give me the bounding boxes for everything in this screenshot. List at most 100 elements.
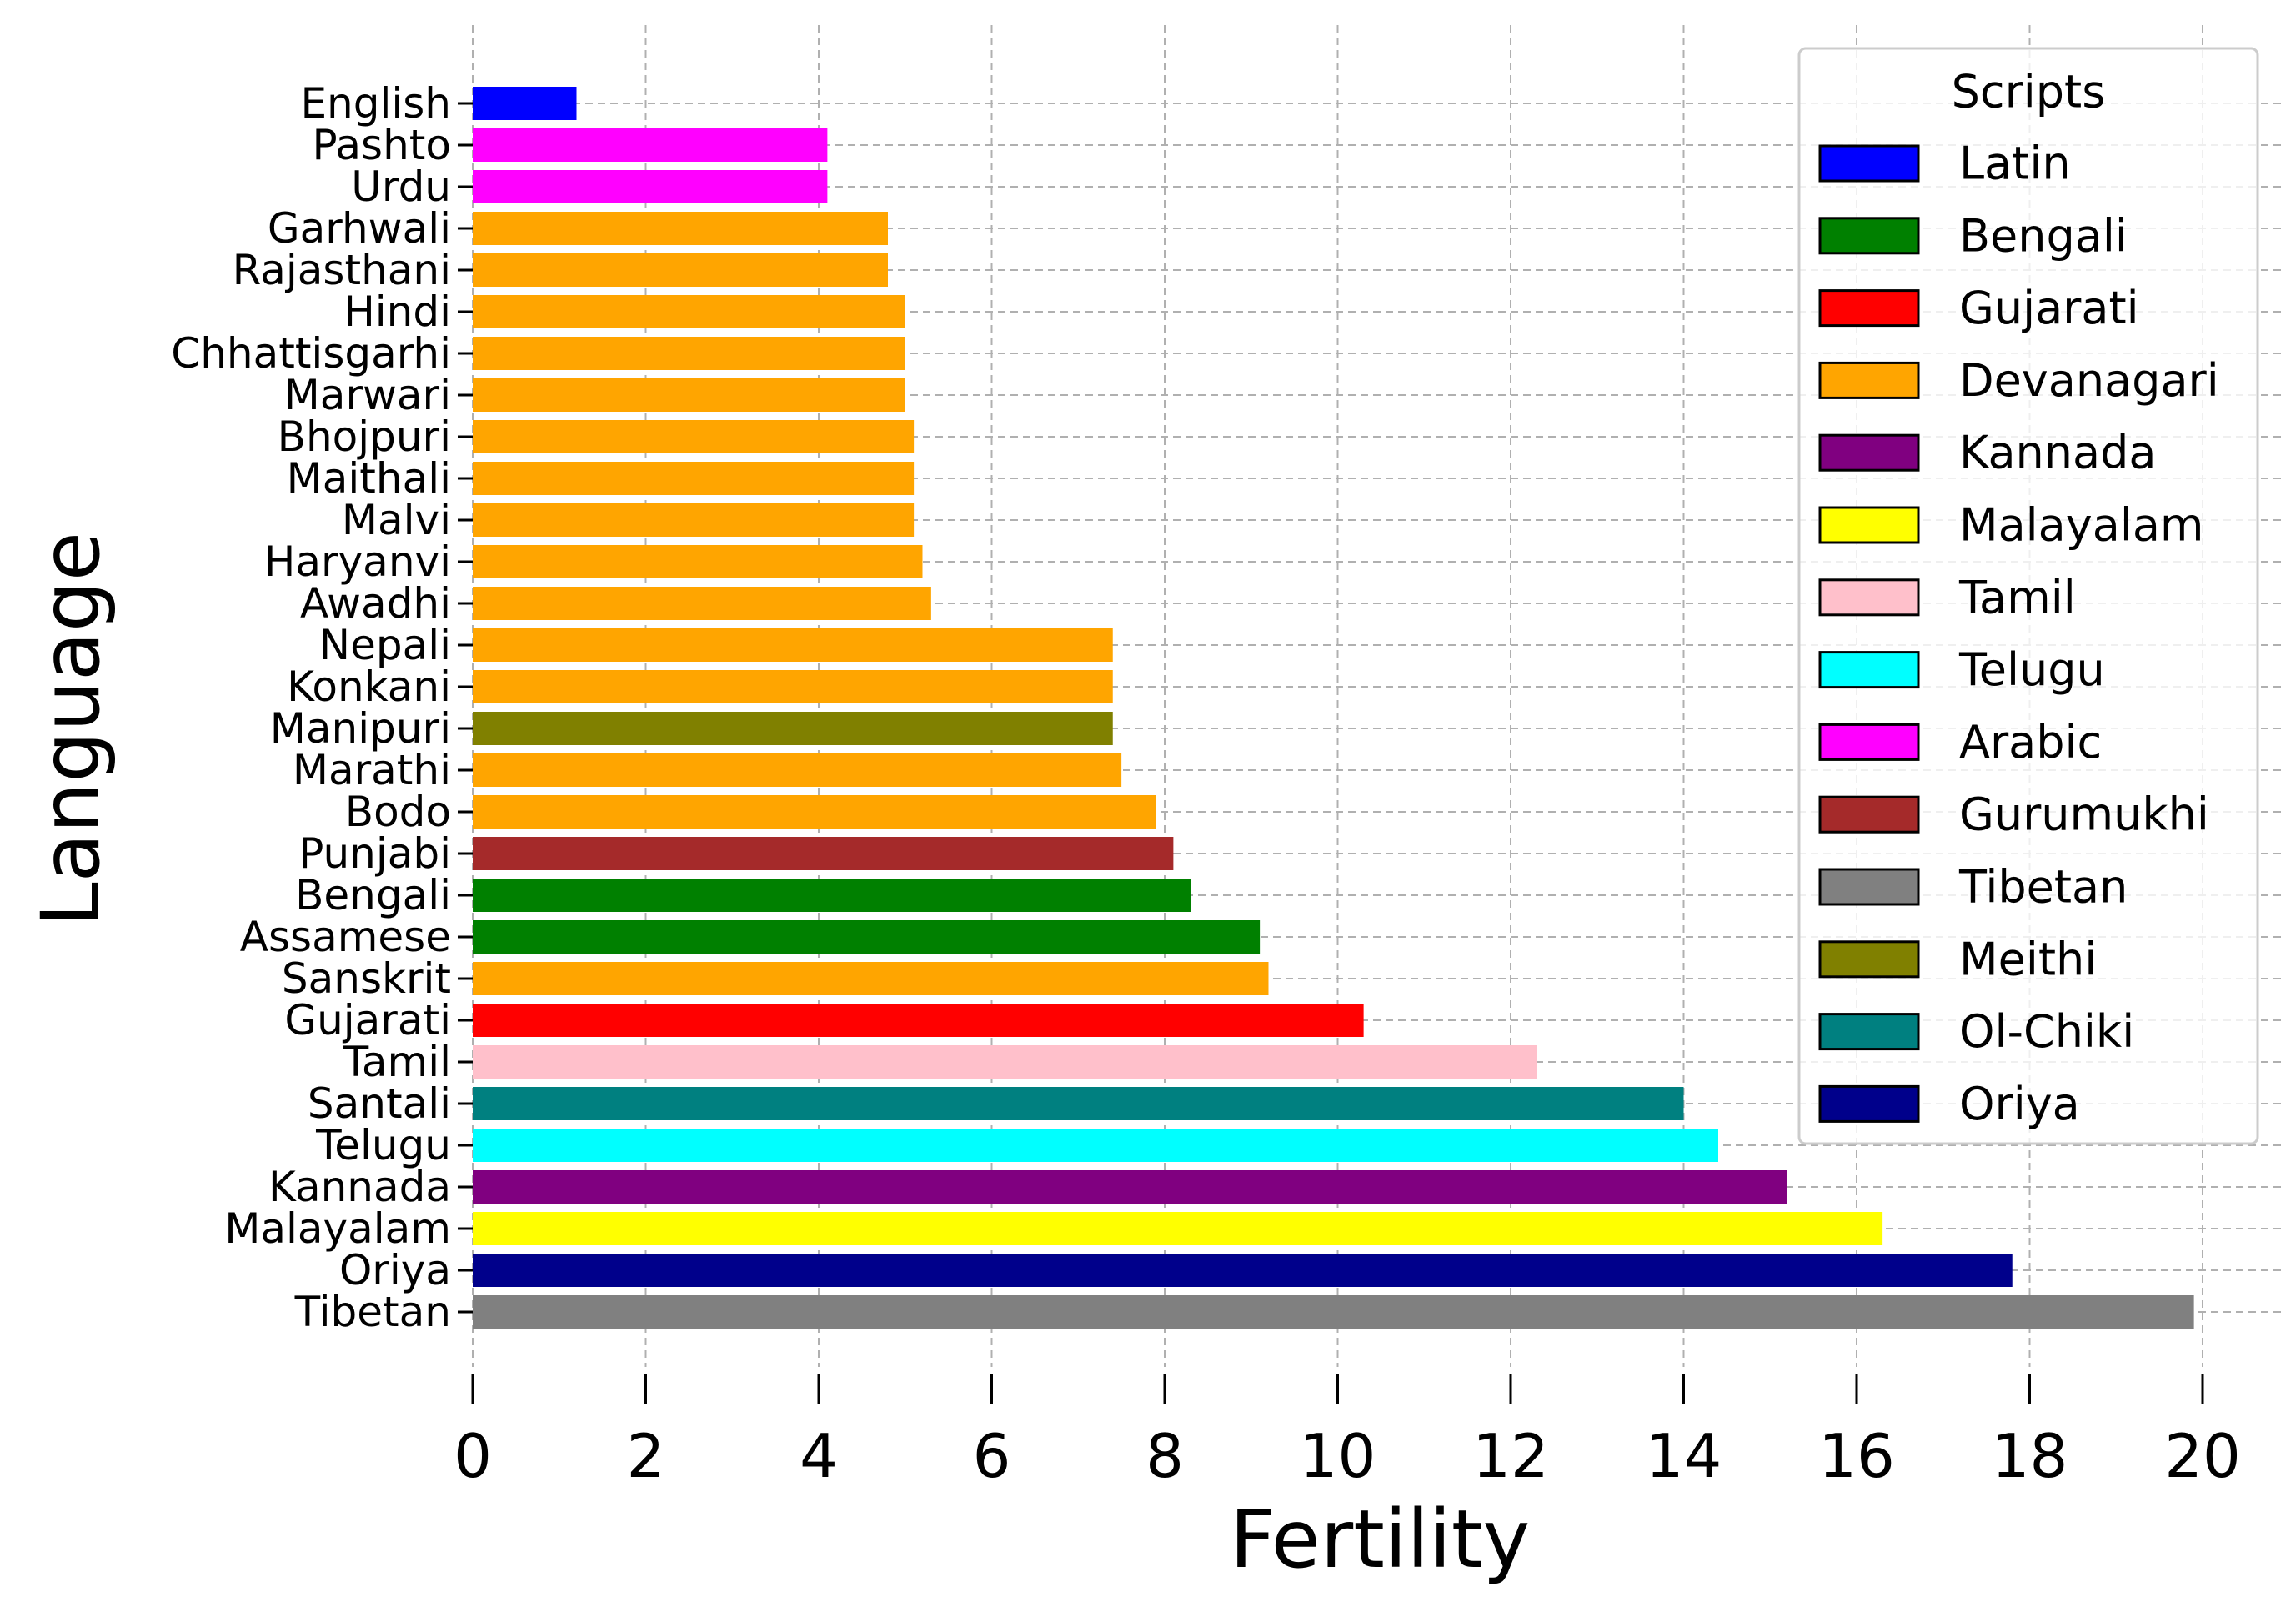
legend: Scripts Latin Bengali Gujarati Devanagari Ka… [1797,47,2259,1145]
x-tick-label: 18 [1992,1421,2068,1491]
bar [473,753,1122,787]
y-tick-label: Nepali [319,621,451,669]
y-tick-label: Konkani [287,663,451,711]
legend-title: Scripts [1952,66,2106,118]
legend-swatch [1818,578,1920,617]
legend-swatch [1818,795,1920,834]
y-tick-label: Awadhi [300,579,451,628]
legend-swatch [1818,1084,1920,1123]
y-tick-label: Chhattisgarhi [171,329,451,378]
bar [473,1295,2194,1329]
legend-swatch [1818,144,1920,183]
legend-swatch [1818,940,1920,979]
y-axis-label: Language [24,532,118,927]
bar [473,1170,1787,1204]
legend-label: Bengali [1959,209,2128,262]
bar [473,1212,1883,1245]
x-tick-label: 10 [1300,1421,1376,1491]
legend-label: Kannada [1959,427,2156,479]
bar [473,1129,1718,1162]
legend-swatch [1818,289,1920,328]
bar [473,87,577,120]
x-tick-label: 12 [1472,1421,1549,1491]
bar [473,1045,1537,1079]
bar [473,587,931,620]
legend-label: Gurumukhi [1959,788,2209,841]
y-tick-label: Oriya [339,1246,451,1294]
y-tick-labels: EnglishPashtoUrduGarhwaliRajasthaniHindi… [171,79,451,1336]
bar [473,420,915,453]
legend-swatch [1818,217,1920,255]
bar [473,837,1174,870]
legend-swatch [1818,868,1920,906]
y-tick-label: Sanskrit [282,954,451,1003]
legend-label: Tamil [1958,571,2076,623]
x-tick-label: 2 [627,1421,665,1491]
legend-label: Ol-Chiki [1959,1005,2134,1058]
bar [473,962,1269,995]
y-tick-label: Pashto [313,121,451,169]
y-tick-label: Punjabi [298,829,451,878]
legend-label: Malayalam [1959,499,2204,552]
bar [473,378,905,412]
bar [473,1004,1364,1037]
legend-swatch [1818,506,1920,544]
x-tick-label: 20 [2164,1421,2241,1491]
bar [473,212,888,245]
bar [473,879,1191,912]
bar [473,1087,1684,1120]
x-tick-label: 8 [1145,1421,1184,1491]
bar [473,795,1156,829]
legend-label: Devanagari [1959,354,2219,407]
bar [473,170,828,203]
y-tick-label: Hindi [343,288,451,336]
x-tick-label: 4 [800,1421,838,1491]
y-tick-label: Malvi [342,496,451,544]
y-tick-marks [458,102,473,1314]
y-tick-label: Rajasthani [233,246,451,294]
y-tick-label: Marwari [284,371,451,419]
y-tick-label: Maithali [287,454,451,503]
legend-swatch [1818,723,1920,761]
x-tick-label: 14 [1646,1421,1722,1491]
legend-label: Latin [1959,138,2071,190]
y-tick-label: Bodo [345,788,451,836]
legend-label: Oriya [1959,1078,2080,1130]
bar [473,128,828,162]
y-tick-label: Santali [308,1079,451,1128]
bar [473,337,905,370]
y-tick-label: Urdu [351,163,451,211]
y-tick-label: Garhwali [268,204,451,253]
bar [473,712,1113,745]
y-tick-label: English [300,79,451,128]
y-tick-label: Tamil [343,1038,451,1086]
bar [473,1254,2013,1287]
x-tick-label: 0 [454,1421,492,1491]
y-tick-label: Tibetan [294,1288,451,1336]
legend-label: Tibetan [1958,861,2128,914]
y-tick-label: Assamese [240,913,451,961]
legend-label: Arabic [1959,716,2102,768]
y-tick-label: Bhojpuri [278,413,451,461]
bar [473,503,915,537]
y-tick-label: Telugu [315,1121,451,1169]
y-tick-label: Manipuri [270,704,451,753]
bar [473,545,923,578]
bar [473,462,915,495]
bar [473,670,1113,703]
y-tick-label: Bengali [295,871,451,919]
bar [473,295,905,328]
x-axis: 0 2 4 6 8 10 12 14 16 18 20 [454,1374,2241,1491]
legend-label: Telugu [1958,643,2105,696]
x-axis-label: Fertility [1230,1493,1531,1586]
bars-group [473,87,2194,1329]
legend-entries: Latin Bengali Gujarati Devanagari Kannada Mal… [1818,138,2219,1130]
bar [473,628,1113,662]
legend-swatch [1818,1013,1920,1051]
bar [473,253,888,287]
bar [473,920,1261,954]
legend-label: Meithi [1959,933,2097,985]
legend-swatch [1818,361,1920,399]
y-tick-label: Haryanvi [264,538,451,586]
